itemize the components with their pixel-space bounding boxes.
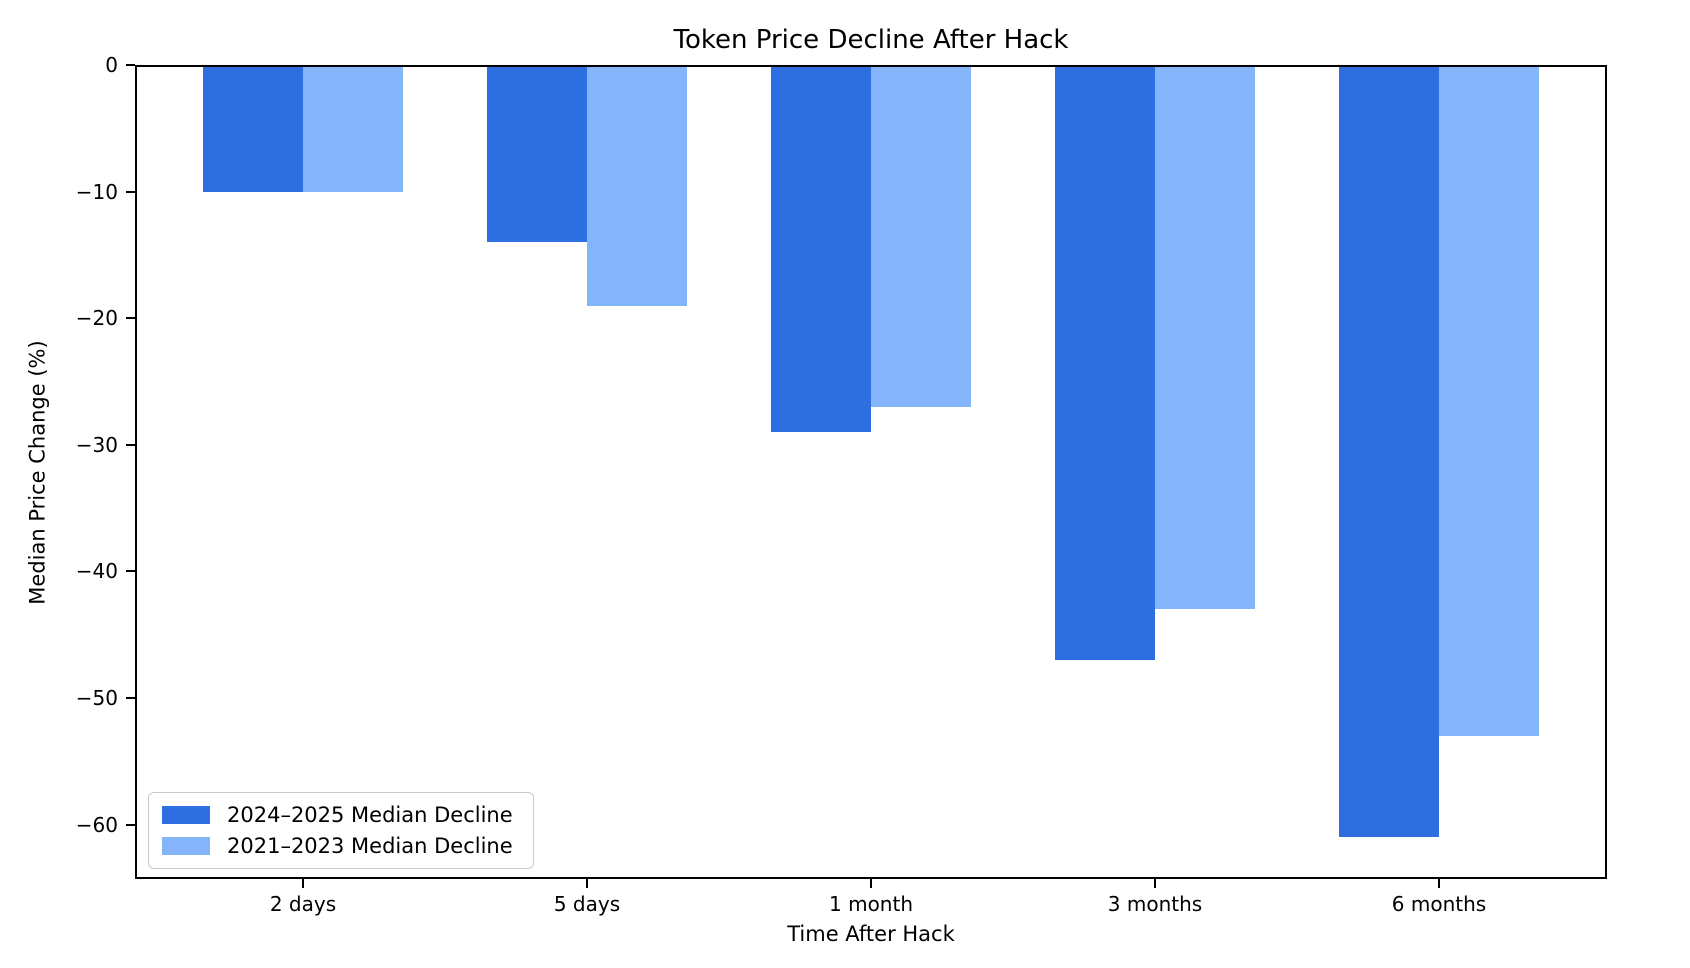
bar-1-month-series-0 [771, 65, 871, 432]
x-tick-label: 3 months [1107, 892, 1203, 916]
bar-2-days-series-1 [303, 65, 403, 192]
y-tick-label: 0 [105, 53, 118, 77]
legend-swatch-icon [162, 837, 210, 855]
bar-1-month-series-1 [871, 65, 971, 407]
y-tick-label: −60 [75, 812, 118, 837]
x-tick-label: 6 months [1391, 892, 1487, 916]
y-tick-mark [126, 64, 135, 66]
bar-3-months-series-1 [1155, 65, 1255, 609]
bar-6-months-series-0 [1339, 65, 1439, 837]
y-tick-mark [126, 190, 135, 193]
x-tick-mark [586, 879, 588, 888]
x-tick-mark [870, 879, 872, 888]
y-tick-label: −10 [75, 179, 118, 204]
chart-title: Token Price Decline After Hack [673, 25, 1069, 55]
bar-2-days-series-0 [203, 65, 303, 192]
legend: 2024–2025 Median Decline 2021–2023 Media… [148, 792, 534, 869]
legend-entry: 2021–2023 Median Decline [162, 834, 533, 858]
y-tick-mark [126, 317, 135, 320]
y-tick-mark [126, 696, 135, 699]
x-tick-mark [1438, 879, 1440, 888]
x-tick-label: 2 days [269, 892, 337, 916]
legend-label: 2021–2023 Median Decline [227, 834, 513, 858]
legend-label: 2024–2025 Median Decline [227, 803, 513, 827]
legend-entry: 2024–2025 Median Decline [162, 803, 533, 827]
y-tick-mark [126, 570, 135, 573]
y-tick-label: −20 [75, 306, 118, 331]
y-axis-label: Median Price Change (%) [25, 340, 50, 605]
x-tick-label: 1 month [829, 892, 913, 916]
y-tick-mark [126, 443, 135, 446]
y-tick-label: −50 [75, 685, 118, 710]
bar-6-months-series-1 [1439, 65, 1539, 736]
x-tick-mark [1154, 879, 1156, 888]
y-tick-mark [126, 823, 135, 826]
x-axis-label: Time After Hack [787, 922, 955, 946]
bar-3-months-series-0 [1055, 65, 1155, 660]
legend-swatch-icon [162, 806, 210, 824]
bar-5-days-series-1 [587, 65, 687, 306]
y-tick-label: −40 [75, 559, 118, 584]
bar-5-days-series-0 [487, 65, 587, 242]
y-tick-label: −30 [75, 432, 118, 457]
x-tick-mark [302, 879, 304, 888]
x-tick-label: 5 days [553, 892, 621, 916]
